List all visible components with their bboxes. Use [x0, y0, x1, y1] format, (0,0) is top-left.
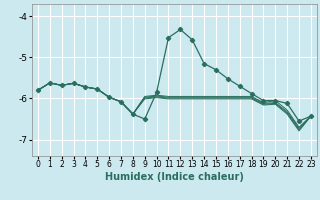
- X-axis label: Humidex (Indice chaleur): Humidex (Indice chaleur): [105, 172, 244, 182]
